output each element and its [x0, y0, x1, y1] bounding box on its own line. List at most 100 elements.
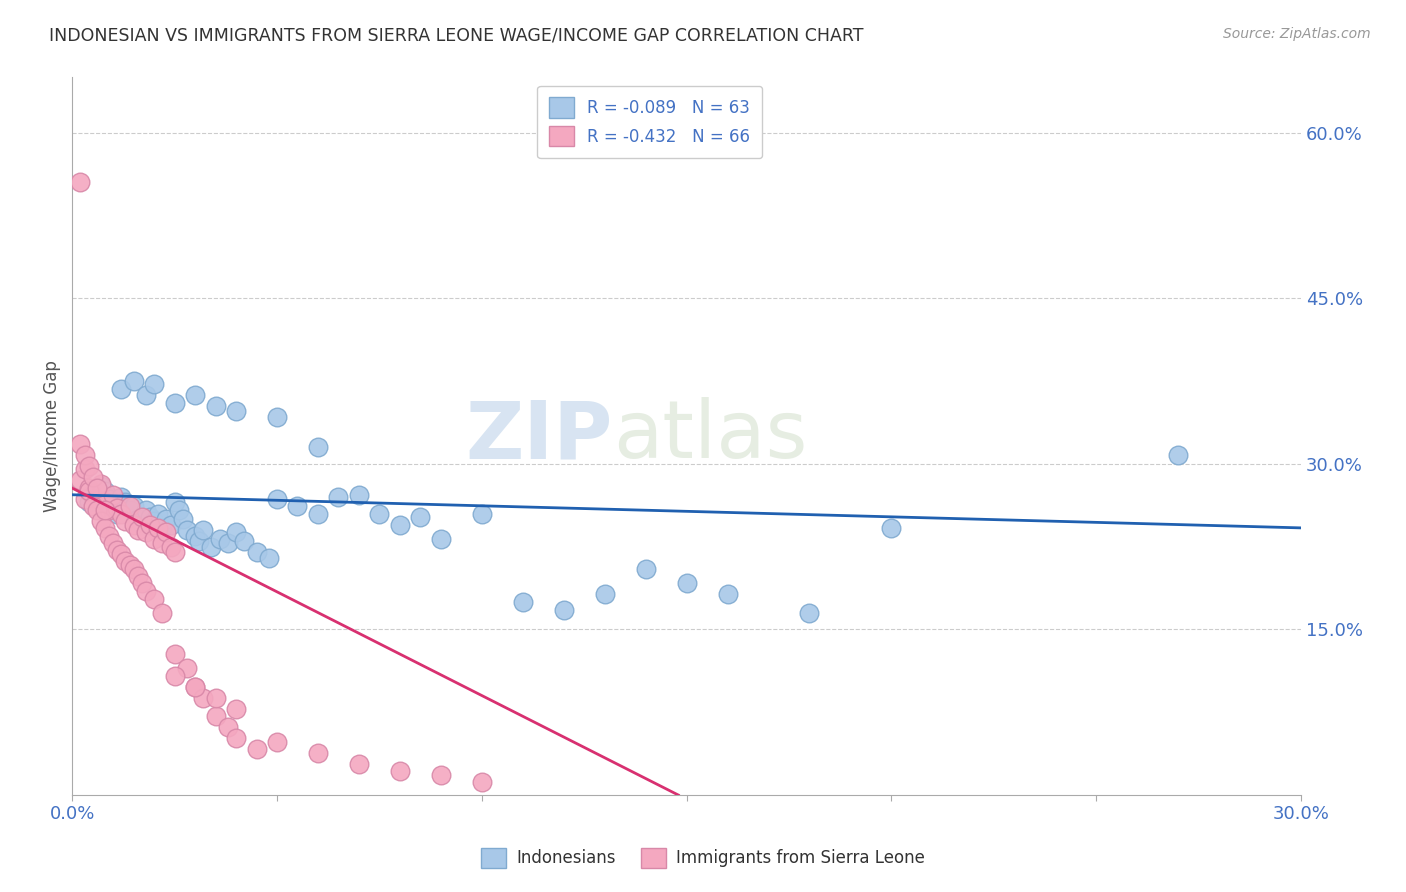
Point: [148, 507, 170, 521]
Point: [139, 517, 162, 532]
Point: [143, 532, 166, 546]
Point: [86, 503, 108, 517]
Point: [163, 647, 186, 661]
Point: [257, 550, 280, 565]
Point: [159, 517, 181, 532]
Point: [122, 517, 145, 532]
Text: atlas: atlas: [613, 397, 807, 475]
Point: [155, 512, 177, 526]
Point: [172, 512, 194, 526]
Point: [131, 517, 153, 532]
Point: [118, 499, 141, 513]
Point: [163, 396, 186, 410]
Text: ZIP: ZIP: [465, 397, 613, 475]
Point: [77, 484, 100, 499]
Point: [127, 523, 149, 537]
Point: [193, 523, 215, 537]
Point: [471, 507, 494, 521]
Point: [131, 576, 153, 591]
Legend: Indonesians, Immigrants from Sierra Leone: Indonesians, Immigrants from Sierra Leon…: [475, 841, 931, 875]
Point: [94, 503, 117, 517]
Point: [233, 534, 256, 549]
Point: [388, 764, 411, 778]
Point: [114, 554, 136, 568]
Point: [287, 499, 309, 513]
Point: [148, 521, 170, 535]
Point: [388, 517, 411, 532]
Legend: R = -0.089   N = 63, R = -0.432   N = 66: R = -0.089 N = 63, R = -0.432 N = 66: [537, 86, 762, 158]
Point: [77, 481, 100, 495]
Point: [105, 543, 128, 558]
Point: [225, 525, 247, 540]
Point: [150, 536, 173, 550]
Point: [122, 562, 145, 576]
Point: [217, 720, 239, 734]
Point: [266, 492, 288, 507]
Point: [90, 514, 112, 528]
Point: [73, 462, 96, 476]
Point: [347, 757, 370, 772]
Point: [163, 545, 186, 559]
Point: [73, 492, 96, 507]
Point: [122, 374, 145, 388]
Point: [114, 514, 136, 528]
Point: [110, 507, 132, 521]
Point: [163, 669, 186, 683]
Point: [135, 583, 157, 598]
Point: [163, 495, 186, 509]
Point: [200, 540, 222, 554]
Point: [204, 708, 226, 723]
Point: [103, 501, 125, 516]
Point: [131, 509, 153, 524]
Point: [118, 558, 141, 573]
Point: [188, 534, 211, 549]
Point: [553, 602, 575, 616]
Point: [208, 532, 231, 546]
Point: [716, 587, 738, 601]
Point: [880, 521, 903, 535]
Point: [307, 507, 329, 521]
Point: [176, 523, 198, 537]
Point: [184, 528, 207, 542]
Point: [82, 470, 104, 484]
Point: [69, 474, 91, 488]
Point: [204, 690, 226, 705]
Point: [122, 499, 145, 513]
Point: [90, 476, 112, 491]
Y-axis label: Wage/Income Gap: Wage/Income Gap: [44, 360, 60, 512]
Point: [368, 507, 391, 521]
Point: [225, 702, 247, 716]
Text: Source: ZipAtlas.com: Source: ZipAtlas.com: [1223, 27, 1371, 41]
Point: [86, 492, 108, 507]
Point: [114, 495, 136, 509]
Point: [150, 606, 173, 620]
Point: [150, 521, 173, 535]
Point: [184, 388, 207, 402]
Point: [675, 576, 697, 591]
Point: [155, 525, 177, 540]
Point: [266, 410, 288, 425]
Point: [193, 690, 215, 705]
Point: [245, 741, 267, 756]
Point: [82, 488, 104, 502]
Point: [430, 532, 453, 546]
Point: [634, 562, 657, 576]
Point: [307, 746, 329, 760]
Point: [82, 490, 104, 504]
Point: [135, 503, 157, 517]
Point: [73, 448, 96, 462]
Point: [184, 680, 207, 694]
Point: [77, 495, 100, 509]
Point: [94, 521, 117, 535]
Point: [143, 591, 166, 606]
Point: [225, 731, 247, 745]
Point: [143, 514, 166, 528]
Point: [127, 512, 149, 526]
Point: [98, 528, 121, 542]
Point: [217, 536, 239, 550]
Point: [328, 490, 350, 504]
Point: [307, 440, 329, 454]
Point: [118, 503, 141, 517]
Point: [347, 488, 370, 502]
Point: [1167, 448, 1189, 462]
